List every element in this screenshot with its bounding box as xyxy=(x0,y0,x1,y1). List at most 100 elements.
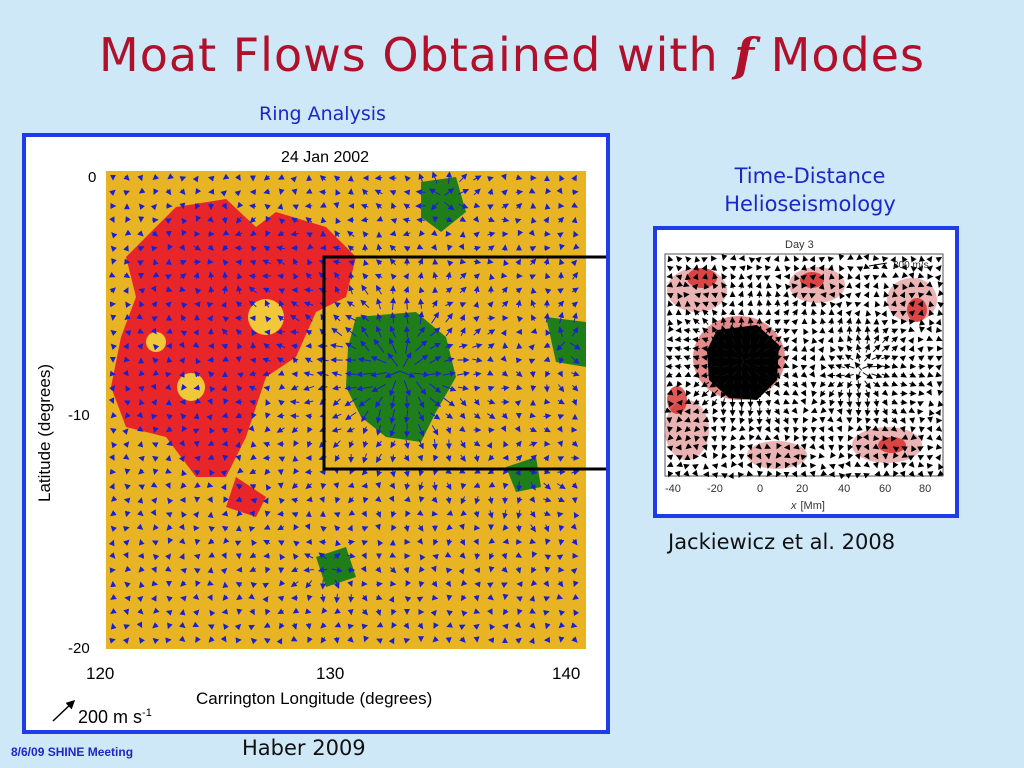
flow-arrow xyxy=(571,440,579,447)
flow-arrow xyxy=(207,244,215,251)
flow-arrow xyxy=(166,413,173,421)
flow-arrow xyxy=(571,326,579,337)
flow-arrow xyxy=(220,470,228,477)
flow-arrow xyxy=(457,188,470,195)
flow-arrow xyxy=(445,301,454,308)
flow-arrow xyxy=(501,203,510,210)
flow-arrow xyxy=(109,454,115,461)
flow-arrow xyxy=(667,319,674,326)
flow-arrow xyxy=(502,482,509,490)
flow-arrow xyxy=(756,299,763,307)
td-x-tick: 0 xyxy=(757,483,763,495)
flow-arrow xyxy=(529,371,536,378)
flow-arrow xyxy=(122,369,129,377)
flow-arrow xyxy=(152,369,160,376)
flow-arrow xyxy=(389,395,396,410)
flow-arrow xyxy=(248,273,257,280)
flow-arrow xyxy=(136,411,144,419)
flow-arrow xyxy=(136,425,144,432)
flow-arrow xyxy=(402,230,411,237)
flow-arrow xyxy=(429,383,442,393)
flow-arrow xyxy=(334,496,341,504)
flow-arrow xyxy=(193,259,202,266)
flow-arrow xyxy=(290,301,299,307)
flow-arrow xyxy=(376,425,382,436)
flow-arrow xyxy=(237,467,244,474)
flow-arrow xyxy=(666,273,673,280)
flow-arrow xyxy=(543,413,552,420)
flow-arrow xyxy=(348,440,355,449)
flow-arrow xyxy=(918,426,925,433)
flow-arrow xyxy=(303,398,314,405)
flow-arrow xyxy=(208,371,215,378)
flow-arrow xyxy=(373,338,385,353)
flow-arrow xyxy=(263,342,271,350)
flow-arrow xyxy=(153,343,160,351)
flow-arrow xyxy=(334,302,341,308)
flow-arrow xyxy=(137,497,144,504)
flow-arrow xyxy=(473,231,480,238)
flow-arrow xyxy=(305,482,313,490)
flow-arrow xyxy=(167,497,174,505)
flow-arrow xyxy=(516,342,523,350)
flow-arrow xyxy=(110,510,117,517)
flow-arrow xyxy=(320,216,327,224)
flow-arrow xyxy=(445,271,452,280)
flow-arrow xyxy=(124,313,131,321)
flow-arrow xyxy=(429,342,441,350)
flow-arrow xyxy=(265,412,271,419)
flow-arrow xyxy=(332,259,341,266)
flow-arrow xyxy=(234,230,243,237)
flow-arrow xyxy=(431,311,440,324)
time-distance-figure: Day 3 200 m/s -40 -20 0 20 40 60 80 x [Mm… xyxy=(664,239,945,512)
flow-arrow xyxy=(390,312,396,324)
flow-arrow xyxy=(445,412,454,419)
title-f-symbol: f xyxy=(734,28,756,82)
flow-arrow xyxy=(221,285,228,294)
flow-arrow xyxy=(444,357,455,363)
flow-arrow xyxy=(265,315,272,323)
flow-arrow xyxy=(501,216,510,223)
flow-arrow xyxy=(917,434,924,442)
flow-arrow xyxy=(558,636,565,643)
flow-arrow xyxy=(374,174,383,181)
flow-arrow xyxy=(389,423,396,437)
flow-arrow xyxy=(263,385,270,392)
flow-arrow xyxy=(500,329,507,337)
flow-arrow xyxy=(237,342,243,350)
flow-arrow xyxy=(528,187,536,194)
flow-arrow xyxy=(348,271,355,280)
flow-arrow xyxy=(872,255,880,261)
flow-arrow xyxy=(179,286,186,293)
flow-arrow xyxy=(151,245,158,252)
flow-arrow xyxy=(110,428,117,434)
flow-arrow xyxy=(137,174,143,182)
flow-arrow xyxy=(389,258,396,266)
flow-arrow xyxy=(304,468,313,475)
flow-arrow xyxy=(543,356,551,362)
flow-arrow xyxy=(305,330,313,336)
flow-arrow xyxy=(501,370,509,377)
observation-date: 24 Jan 2002 xyxy=(281,149,369,166)
flow-arrow xyxy=(194,455,201,462)
flow-arrow xyxy=(151,442,159,448)
flow-arrow xyxy=(181,302,188,309)
flow-arrow xyxy=(360,216,369,223)
flow-arrow xyxy=(195,202,201,210)
flow-arrow xyxy=(137,385,145,392)
flow-arrow xyxy=(487,329,496,336)
flow-arrow xyxy=(458,243,465,251)
flow-arrow xyxy=(709,354,720,361)
flow-arrow xyxy=(348,260,355,266)
flow-arrow xyxy=(417,326,425,337)
flow-arrow xyxy=(376,313,383,323)
flow-arrow xyxy=(500,173,507,181)
flow-arrow xyxy=(557,456,565,462)
flow-arrow xyxy=(500,425,507,432)
td-day-title: Day 3 xyxy=(785,239,814,251)
flow-arrow xyxy=(403,286,410,294)
flow-arrow xyxy=(515,174,523,181)
flow-arrow xyxy=(344,385,357,392)
flow-arrow xyxy=(517,229,524,237)
flow-arrow xyxy=(165,426,173,433)
